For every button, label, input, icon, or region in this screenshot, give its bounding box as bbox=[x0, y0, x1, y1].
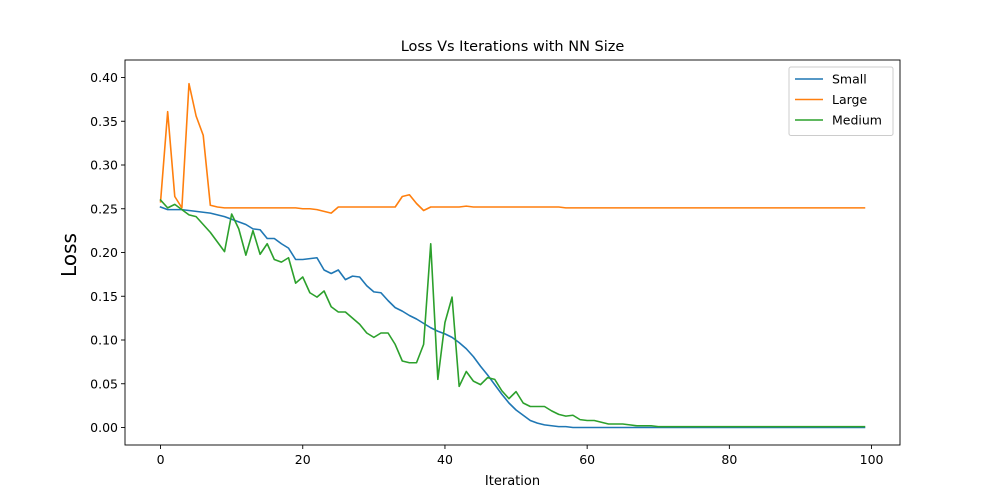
y-tick-label: 0.15 bbox=[90, 289, 118, 304]
series-line-small bbox=[159, 205, 866, 429]
legend: Small Large Medium bbox=[788, 66, 894, 136]
legend-label-small: Small bbox=[832, 72, 867, 87]
x-axis: 0 20 40 60 80 100 bbox=[157, 445, 884, 467]
legend-label-medium: Medium bbox=[832, 113, 882, 128]
y-tick-label: 0.10 bbox=[90, 333, 118, 348]
y-tick-label: 0.00 bbox=[90, 420, 118, 435]
y-tick-label: 0.40 bbox=[90, 70, 118, 85]
y-tick-label: 0.25 bbox=[90, 201, 118, 216]
x-tick-label: 100 bbox=[860, 452, 884, 467]
y-tick-label: 0.05 bbox=[90, 376, 118, 391]
y-tick-label: 0.35 bbox=[90, 114, 118, 129]
x-tick-label: 20 bbox=[295, 452, 311, 467]
x-axis-label: Iteration bbox=[485, 474, 540, 489]
y-axis: 0.00 0.05 0.10 0.15 0.20 0.25 0.30 0.35 0.40 bbox=[90, 70, 125, 435]
y-axis-label: Loss bbox=[57, 233, 81, 277]
y-tick-label: 0.20 bbox=[90, 245, 118, 260]
chart-title: Loss Vs Iterations with NN Size bbox=[401, 39, 625, 55]
series-line-medium bbox=[159, 198, 866, 428]
legend-label-large: Large bbox=[832, 92, 867, 107]
x-tick-label: 0 bbox=[157, 452, 165, 467]
x-tick-label: 80 bbox=[721, 452, 737, 467]
series-line-large bbox=[159, 82, 866, 214]
x-tick-label: 60 bbox=[579, 452, 595, 467]
legend-box bbox=[788, 66, 894, 136]
y-tick-label: 0.30 bbox=[90, 158, 118, 173]
x-tick-label: 40 bbox=[437, 452, 453, 467]
